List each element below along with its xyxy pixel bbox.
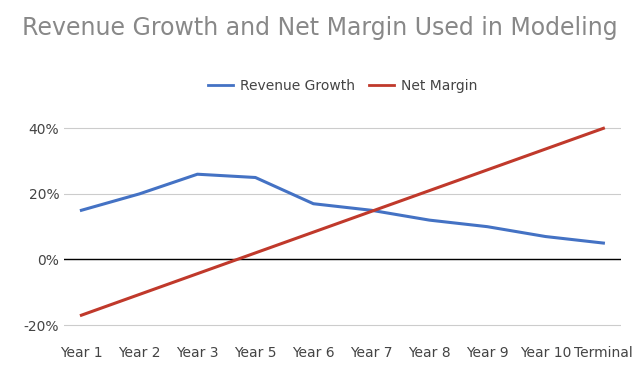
Net Margin	[252, 251, 259, 255]
Net Margin	[484, 168, 492, 172]
Revenue Growth	[426, 218, 433, 222]
Revenue Growth	[367, 208, 375, 213]
Revenue Growth	[77, 208, 85, 213]
Revenue Growth	[193, 172, 201, 177]
Text: Revenue Growth and Net Margin Used in Modeling: Revenue Growth and Net Margin Used in Mo…	[22, 16, 618, 40]
Revenue Growth	[484, 224, 492, 229]
Revenue Growth	[600, 241, 607, 245]
Revenue Growth	[136, 192, 143, 196]
Net Margin	[77, 313, 85, 317]
Net Margin	[541, 147, 549, 151]
Revenue Growth	[252, 175, 259, 180]
Net Margin	[310, 230, 317, 234]
Net Margin	[193, 271, 201, 276]
Net Margin	[426, 188, 433, 193]
Revenue Growth	[310, 201, 317, 206]
Legend: Revenue Growth, Net Margin: Revenue Growth, Net Margin	[202, 74, 483, 99]
Net Margin	[136, 292, 143, 297]
Line: Revenue Growth: Revenue Growth	[81, 174, 604, 243]
Line: Net Margin: Net Margin	[81, 128, 604, 315]
Revenue Growth	[541, 234, 549, 239]
Net Margin	[367, 209, 375, 214]
Net Margin	[600, 126, 607, 131]
